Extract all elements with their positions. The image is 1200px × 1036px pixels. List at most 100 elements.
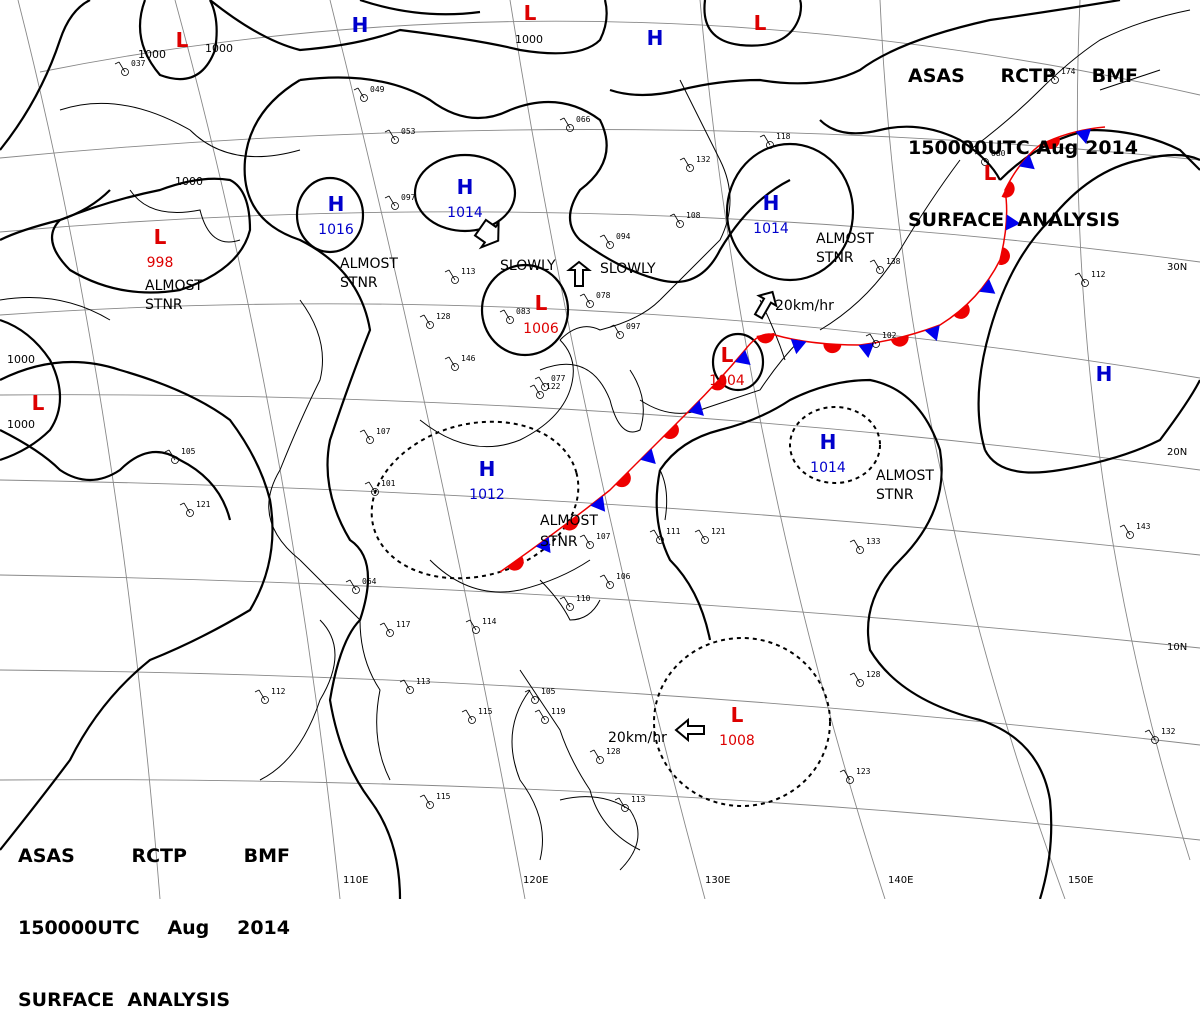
cold-front-triangle (1005, 214, 1021, 231)
cold-front-triangle (734, 349, 751, 366)
station-plot: 115 (461, 707, 493, 724)
warm-front-semicircle (711, 374, 727, 391)
low-center: L (176, 28, 189, 52)
station-plot: 113 (444, 267, 476, 284)
station-pressure: 123 (856, 767, 871, 776)
station-pressure: 121 (196, 500, 211, 509)
cold-front-triangle (979, 278, 996, 294)
movement-label: STNR (340, 275, 378, 291)
station-pressure: 105 (181, 447, 196, 456)
station-pressure: 110 (576, 594, 591, 603)
longitude-label: 150E (1068, 875, 1093, 886)
longitude-label: 110E (343, 875, 368, 886)
cold-front-triangle (535, 537, 551, 554)
station-plot: 105 (524, 687, 556, 704)
station-plot: 107 (579, 532, 611, 549)
header-source: ASAS (908, 65, 965, 87)
station-pressure: 132 (696, 155, 711, 164)
warm-front-semicircle (507, 556, 524, 571)
station-plot: 128 (589, 747, 621, 764)
low-center: L (32, 391, 45, 415)
movement-labels: ALMOST STNR ALMOST STNR SLOWLY SLOWLY ALMOST ST… (145, 231, 934, 746)
station-pressure: 107 (376, 427, 391, 436)
grid-labels: 110E 120E 130E 140E 150E 30N 20N 10N (343, 262, 1187, 886)
station-plot: 128 (419, 312, 451, 329)
station-plot: 094 (599, 232, 631, 249)
header-title: SURFACE ANALYSIS (908, 209, 1121, 231)
pressure-centers: H 1016 H 1014 H 1014 H 1012 H 1014 H H H L 998 L 1006 L 10… (32, 1, 1113, 749)
movement-label: ALMOST (540, 513, 598, 529)
center-pressure: 1014 (810, 460, 846, 476)
station-pressure: 115 (478, 707, 493, 716)
warm-front-semicircle (890, 335, 909, 347)
station-pressure: 083 (516, 307, 531, 316)
isobar-label: 1000 (7, 418, 35, 431)
station-pressure: 111 (666, 527, 681, 536)
station-plot: 132 (679, 155, 711, 172)
low-center: L (721, 343, 734, 367)
center-pressure: 1004 (709, 373, 745, 389)
station-pressure: 101 (381, 479, 396, 488)
station-plot: 083 (499, 307, 531, 324)
station-plot: 113 (614, 795, 646, 812)
center-pressure: 1012 (469, 487, 505, 503)
arrow-yellow-sea-low (566, 260, 592, 287)
station-plot: 097 (609, 322, 641, 339)
footer-year: 2014 (237, 917, 290, 939)
station-pressure: 115 (436, 792, 451, 801)
station-pressure: 107 (596, 532, 611, 541)
header-top: ASAS RCTP BMF 150000UTC Aug 2014 SURFACE ANA… (908, 16, 1138, 256)
station-plot: 078 (579, 291, 611, 308)
isobar-label: 1000 (175, 175, 203, 188)
movement-label: ALMOST (876, 468, 934, 484)
station-pressure: 122 (546, 382, 561, 391)
movement-label: ALMOST (145, 278, 203, 294)
station-plot: 133 (849, 537, 881, 554)
warm-front-semicircle (1001, 180, 1015, 198)
footer-code: BMF (243, 845, 290, 867)
movement-label: 20km/hr (775, 298, 834, 314)
footer-month: Aug (167, 917, 210, 939)
station-plot: 049 (353, 85, 385, 102)
high-center: H (763, 191, 780, 215)
station-plot: 107 (359, 427, 391, 444)
low-center: L (535, 291, 548, 315)
dashed-isobars (370, 406, 881, 807)
arrow-east-sea-high (473, 218, 500, 250)
cold-front-triangle (590, 495, 606, 512)
footer-station: RCTP (131, 845, 187, 867)
station-pressure: 078 (596, 291, 611, 300)
station-pressure: 108 (686, 211, 701, 220)
station-plot: 128 (849, 670, 881, 687)
arrow-philippine-low (674, 717, 705, 743)
station-pressure: 053 (401, 127, 416, 136)
station-plot: 064 (345, 577, 377, 594)
station-plot: 053 (384, 127, 416, 144)
cold-front-triangle (790, 338, 807, 355)
station-plot: 112 (254, 687, 286, 704)
station-pressure: 094 (616, 232, 631, 241)
station-plots: 037 049 053 066 097 113 128 146 107 121 101 064 117 1… (114, 59, 1176, 812)
movement-label: STNR (876, 487, 914, 503)
station-plot: 119 (534, 707, 566, 724)
header-code: BMF (1091, 65, 1138, 87)
cold-front-triangle (640, 448, 656, 464)
station-pressure: 119 (551, 707, 566, 716)
movement-label: ALMOST (340, 256, 398, 272)
station-pressure: 121 (711, 527, 726, 536)
longitude-label: 130E (705, 875, 730, 886)
station-pressure: 132 (1161, 727, 1176, 736)
station-pressure: 080 (991, 149, 1006, 158)
warm-front-semicircle (998, 247, 1010, 266)
station-pressure: 146 (461, 354, 476, 363)
station-plot: 115 (419, 792, 451, 809)
center-pressure: 1016 (318, 222, 354, 238)
cold-front-symbols (535, 128, 1092, 554)
isobar-label: 1000 (205, 42, 233, 55)
isobar-labels: 1000 1000 1000 1000 1000 1000 (7, 33, 543, 431)
footer-title: SURFACE ANALYSIS (18, 989, 231, 1011)
station-pressure: 106 (616, 572, 631, 581)
station-plot: 080 (974, 149, 1006, 166)
station-plot: 138 (869, 257, 901, 274)
